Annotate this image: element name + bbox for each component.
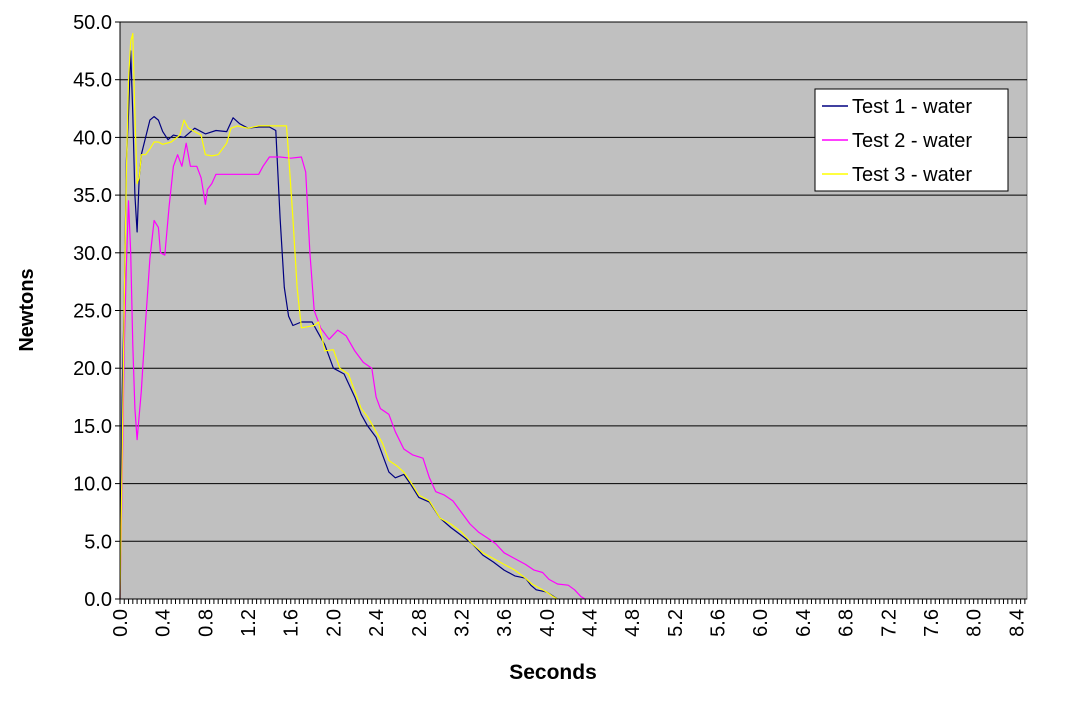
y-tick-label: 35.0 [73, 185, 112, 207]
x-tick-label: 1.6 [281, 609, 303, 637]
x-tick-label: 0.0 [110, 609, 132, 637]
x-tick-label: 2.8 [409, 609, 431, 637]
legend: Test 1 - water Test 2 - water Test 3 - wat… [814, 88, 1009, 192]
x-tick-label: 4.0 [537, 609, 559, 637]
y-tick-label: 0.0 [84, 589, 112, 611]
x-tick-label: 1.2 [238, 609, 260, 637]
x-tick-label: 7.6 [921, 609, 943, 637]
y-axis-title: Newtons [16, 268, 38, 351]
x-tick-label: 2.4 [366, 609, 388, 637]
x-tick-label: 6.0 [750, 609, 772, 637]
y-tick-label: 10.0 [73, 474, 112, 496]
x-tick-label: 8.0 [964, 609, 986, 637]
y-tick-label: 50.0 [73, 12, 112, 34]
x-tick-label: 5.2 [665, 609, 687, 637]
y-tick-label: 30.0 [73, 243, 112, 265]
y-tick-label: 5.0 [84, 531, 112, 553]
x-tick-label: 3.2 [451, 609, 473, 637]
x-tick-label: 4.8 [622, 609, 644, 637]
series-line-test-3 [119, 32, 558, 600]
series-lines [119, 32, 586, 600]
y-tick-label: 40.0 [73, 127, 112, 149]
y-tick-label: 20.0 [73, 358, 112, 380]
x-tick-label: 5.6 [708, 609, 730, 637]
y-tick-label: 15.0 [73, 416, 112, 438]
x-tick-label: 7.2 [878, 609, 900, 637]
gridlines [120, 21, 1027, 542]
y-tick-label: 25.0 [73, 301, 112, 323]
x-tick-labels: 0.0 0.4 0.8 1.2 1.6 2.0 2.4 2.8 3.2 3.6 4.0 4.4 4.8 5… [110, 599, 1028, 637]
x-tick-label: 6.8 [836, 609, 858, 637]
series-line-test-2 [119, 142, 586, 600]
x-tick-label: 3.6 [494, 609, 516, 637]
y-tick-label: 45.0 [73, 70, 112, 92]
x-tick-label: 0.8 [195, 609, 217, 637]
legend-label: Test 1 - water [852, 96, 972, 118]
legend-label: Test 2 - water [852, 130, 972, 152]
x-tick-label: 0.4 [153, 609, 175, 637]
series-line-test-1 [119, 50, 558, 600]
x-tick-label: 8.4 [1006, 609, 1028, 637]
x-axis-title: Seconds [509, 661, 597, 684]
x-tick-label: 2.0 [323, 609, 345, 637]
legend-label: Test 3 - water [852, 164, 972, 186]
x-tick-label: 6.4 [793, 609, 815, 637]
y-tick-labels: 0.0 5.0 10.0 15.0 20.0 25.0 30.0 35.0 40.0 45.0 50… [73, 12, 120, 611]
x-tick-label: 4.4 [580, 609, 602, 637]
